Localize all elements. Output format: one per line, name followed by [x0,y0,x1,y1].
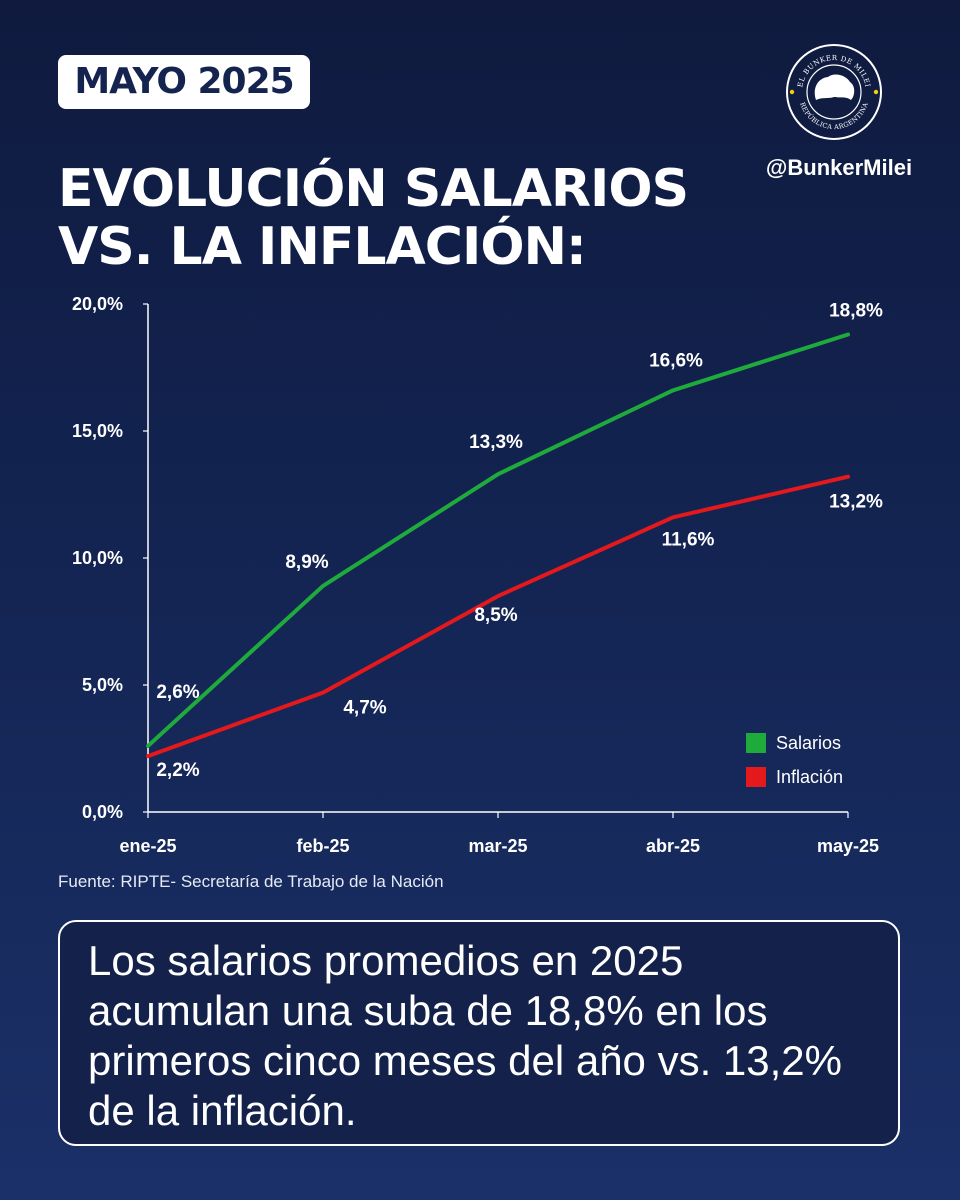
data-label-inflacion: 8,5% [474,605,517,626]
x-tick-label: may-25 [817,836,879,856]
legend-item-salarios: Salarios [746,726,843,760]
x-tick-label: feb-25 [296,836,349,856]
y-tick-label: 10,0% [72,548,123,568]
title-line-1: EVOLUCIÓN SALARIOS [58,159,689,219]
x-tick-label: ene-25 [119,836,176,856]
legend-label-salarios: Salarios [776,732,842,753]
data-label-inflacion: 4,7% [343,698,386,719]
y-tick-label: 15,0% [72,421,123,441]
x-tick-label: mar-25 [468,836,527,856]
data-label-salarios: 13,3% [469,432,523,453]
data-label-inflacion: 11,6% [662,529,715,550]
y-tick-label: 0,0% [82,802,123,822]
chart-legend: Salarios Inflación [746,726,843,794]
x-tick-label: abr-25 [646,836,700,856]
series-line-inflacion [146,474,850,759]
title-line-2: VS. LA INFLACIÓN: [58,217,587,277]
social-handle: @BunkerMilei [765,155,913,180]
y-tick-label: 20,0% [72,294,123,314]
data-label-salarios: 8,9% [285,552,328,573]
data-label-inflacion: 2,2% [156,760,199,781]
date-badge: MAYO 2025 [58,55,310,109]
series-line-salarios [146,332,850,748]
legend-swatch-salarios [746,733,766,753]
data-label-salarios: 2,6% [156,682,199,703]
data-label-salarios: 18,8% [829,300,883,321]
y-tick-label: 5,0% [82,675,123,695]
source-note: Fuente: RIPTE- Secretaría de Trabajo de … [58,872,444,891]
data-label-salarios: 16,6% [649,350,703,371]
data-label-inflacion: 13,2% [829,492,883,513]
summary-callout: Los salarios promedios en 2025 acumulan … [58,920,900,1146]
legend-item-inflacion: Inflación [746,760,843,794]
bunker-milei-seal-icon: EL BUNKER DE MILEI REPÚBLICA ARGENTINA [786,44,882,140]
legend-label-inflacion: Inflación [776,766,844,787]
line-chart: 0,0% 5,0% 10,0% 15,0% 20,0% ene-25 feb-25 mar-2… [72,294,883,856]
page-title: EVOLUCIÓN SALARIOS VS. LA INFLACIÓN: [58,159,689,277]
legend-swatch-inflacion [746,767,766,787]
